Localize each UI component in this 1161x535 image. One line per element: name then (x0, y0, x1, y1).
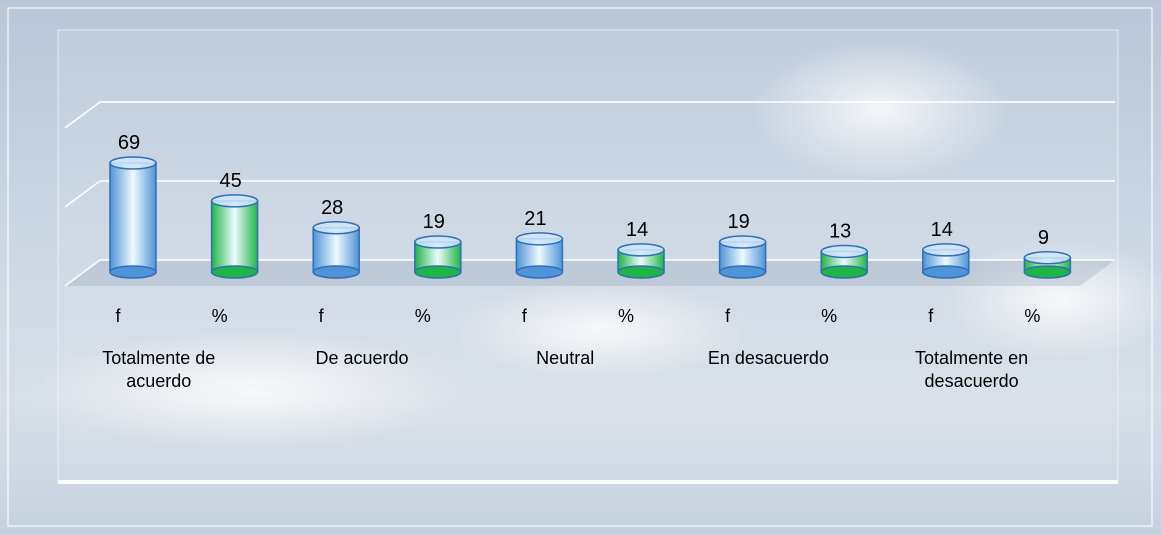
cylinder-body (212, 201, 258, 272)
cylinder-bottom (923, 266, 969, 278)
cylinder-bottom (212, 266, 258, 278)
cylinder-top (516, 233, 562, 245)
series-label: f (708, 305, 748, 328)
cylinder-top (212, 195, 258, 207)
value-label: 19 (727, 211, 749, 233)
series-label: % (809, 305, 849, 328)
series-label: % (606, 305, 646, 328)
series-label: f (301, 305, 341, 328)
cylinder-top (110, 157, 156, 169)
series-label: f (98, 305, 138, 328)
value-label: 28 (321, 197, 343, 219)
value-label: 9 (1038, 227, 1049, 249)
value-label: 14 (626, 219, 648, 241)
cylinder-top (618, 244, 664, 256)
cylinder-bottom (110, 266, 156, 278)
value-label: 69 (118, 132, 140, 154)
value-label: 45 (219, 170, 241, 192)
series-label: % (403, 305, 443, 328)
value-label: 21 (524, 208, 546, 230)
cylinder-bottom (618, 266, 664, 278)
cylinder-bottom (415, 266, 461, 278)
cylinder-top (313, 222, 359, 234)
category-label: En desacuerdo (693, 347, 843, 370)
cylinder-top (1024, 252, 1070, 264)
series-label: f (911, 305, 951, 328)
cylinder-top (821, 245, 867, 257)
category-label: Neutral (490, 347, 640, 370)
chart-canvas: 69 45 28 19 21 14 19 13 14 9 (0, 0, 1161, 535)
cylinder-top (415, 236, 461, 248)
value-label: 14 (931, 219, 953, 241)
value-label: 19 (423, 211, 445, 233)
cylinder-top (720, 236, 766, 248)
category-label: Totalmente de acuerdo (84, 347, 234, 393)
cylinder-body (110, 163, 156, 272)
series-label: % (1012, 305, 1052, 328)
series-label: % (200, 305, 240, 328)
cylinder-bottom (1024, 266, 1070, 278)
value-label: 13 (829, 220, 851, 242)
series-label: f (504, 305, 544, 328)
chart: 69 45 28 19 21 14 19 13 14 9 f% Totalmente de acue… (0, 0, 1161, 535)
category-label: Totalmente en desacuerdo (897, 347, 1047, 393)
category-label: De acuerdo (287, 347, 437, 370)
cylinder-bottom (516, 266, 562, 278)
cylinder-top (923, 244, 969, 256)
cylinder-bottom (313, 266, 359, 278)
cylinder-bottom (821, 266, 867, 278)
cylinder-bottom (720, 266, 766, 278)
